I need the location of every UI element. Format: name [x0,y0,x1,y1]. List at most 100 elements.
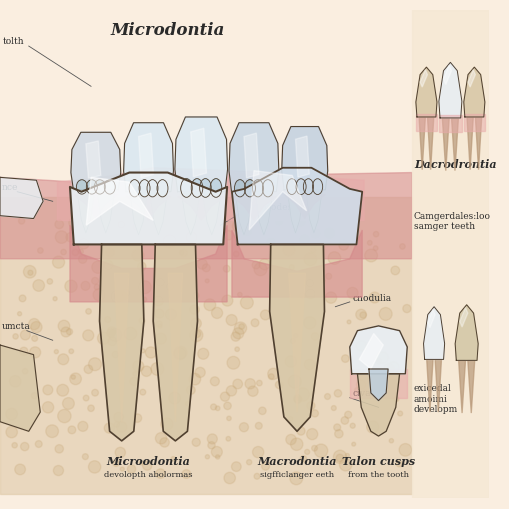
Polygon shape [126,197,171,221]
Text: cnodulia: cnodulia [352,293,391,302]
Polygon shape [288,274,305,412]
Text: amorodes: amorodes [247,202,292,211]
Circle shape [158,325,162,329]
Circle shape [366,241,372,246]
Circle shape [15,464,25,475]
Circle shape [210,377,219,386]
Ellipse shape [104,180,115,195]
Circle shape [12,443,17,448]
Circle shape [82,454,88,460]
Circle shape [165,309,176,320]
Circle shape [110,291,122,303]
Polygon shape [73,195,118,219]
Circle shape [65,280,77,293]
Circle shape [223,266,230,273]
Circle shape [54,350,59,354]
Polygon shape [458,361,465,413]
Circle shape [107,337,117,346]
Polygon shape [467,361,474,413]
Circle shape [180,250,187,257]
Text: sigfficlanger eeth: sigfficlanger eeth [260,470,333,477]
Circle shape [215,406,219,411]
Text: civa: civa [352,389,371,398]
Circle shape [156,278,164,287]
Circle shape [182,470,190,478]
Text: Camgerdales:loo
samger teeth: Camgerdales:loo samger teeth [413,211,490,231]
Circle shape [137,263,146,271]
Circle shape [186,386,195,394]
Circle shape [192,293,199,299]
Text: Microodontia: Microodontia [106,456,190,466]
Polygon shape [235,192,252,235]
Circle shape [293,395,301,403]
Polygon shape [415,115,436,132]
Circle shape [168,392,180,404]
Circle shape [150,211,162,223]
Text: Dacrodrontia: Dacrodrontia [413,159,496,170]
Circle shape [232,328,243,339]
Circle shape [333,450,346,464]
Polygon shape [229,124,278,192]
Circle shape [142,297,147,302]
Circle shape [362,390,366,394]
Circle shape [58,354,69,365]
Circle shape [333,390,341,397]
Circle shape [17,312,21,316]
Circle shape [92,278,98,285]
Circle shape [334,430,343,438]
Circle shape [351,442,355,446]
Circle shape [366,421,378,433]
Bar [411,11,488,498]
Circle shape [290,339,295,344]
Circle shape [23,266,36,278]
Circle shape [20,442,29,451]
Ellipse shape [295,179,305,195]
Circle shape [387,362,399,373]
Polygon shape [149,192,167,235]
Circle shape [341,417,348,425]
Circle shape [194,367,205,378]
Circle shape [244,379,255,389]
Text: Talon cusps: Talon cusps [341,456,414,466]
Circle shape [93,289,105,301]
Circle shape [132,372,137,376]
Circle shape [260,310,270,320]
Circle shape [46,425,59,438]
Polygon shape [77,190,95,234]
Circle shape [145,347,156,358]
Ellipse shape [210,179,221,198]
Polygon shape [249,172,306,231]
Circle shape [61,327,71,337]
Circle shape [232,221,243,233]
Circle shape [233,379,242,389]
Circle shape [227,357,239,370]
Ellipse shape [139,180,150,197]
Circle shape [104,261,113,270]
Circle shape [393,397,398,402]
Circle shape [246,460,251,465]
Polygon shape [419,70,427,88]
Circle shape [56,385,69,397]
Circle shape [193,330,201,338]
Circle shape [22,369,28,374]
Polygon shape [359,334,383,369]
Circle shape [399,444,411,456]
Circle shape [31,393,38,399]
Circle shape [383,363,393,374]
Polygon shape [232,168,361,245]
Polygon shape [181,192,200,235]
Circle shape [58,410,71,423]
Circle shape [344,411,351,418]
Circle shape [226,386,236,396]
Polygon shape [58,172,363,221]
Circle shape [31,322,42,333]
Circle shape [324,229,334,239]
Circle shape [346,288,357,299]
Ellipse shape [86,180,97,195]
Ellipse shape [129,180,140,197]
Circle shape [185,402,189,406]
Circle shape [30,347,41,358]
Circle shape [294,396,301,404]
Circle shape [66,233,75,242]
Bar [0,197,411,494]
